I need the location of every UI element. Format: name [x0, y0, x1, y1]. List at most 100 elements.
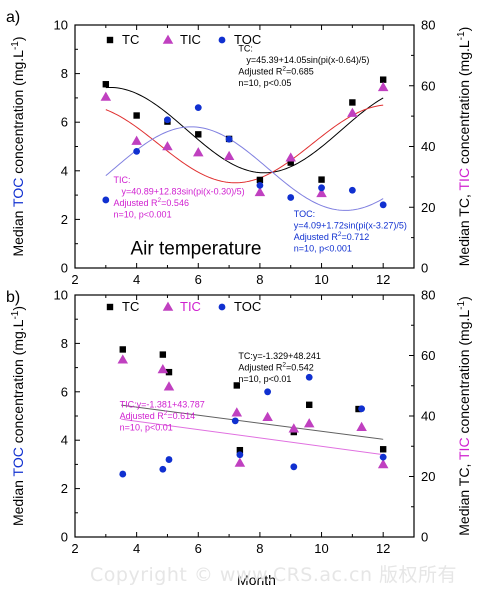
annotation-text: =0.712: [341, 232, 369, 242]
x-tick-label: 2: [71, 541, 78, 556]
y-left-label-part: TOC: [10, 178, 26, 207]
annotation-text: n=10, p<0.05: [238, 78, 291, 88]
data-point-tc: [165, 368, 173, 376]
annotation-text: TC:y=-1.329+48.241: [238, 351, 321, 361]
panel-b: 2 4 6 8 10 120246810020406080Monthb)TC:y=-1.3…: [6, 288, 435, 589]
legend-marker-toc: [218, 36, 226, 44]
regression-line-tic: [121, 418, 384, 456]
data-point-tic: [131, 135, 142, 145]
y-left-tick-label: 2: [61, 212, 68, 227]
legend-label-tc: TC: [122, 299, 139, 314]
data-point-tic: [254, 186, 266, 197]
x-tick-label: 2: [71, 272, 78, 287]
annotation-text: n=10, p<0.001: [294, 243, 352, 253]
data-point-toc: [290, 463, 298, 471]
y-left-tick-label: 6: [61, 384, 68, 399]
annotation-text: Adjusted R: [238, 67, 283, 77]
data-point-tc: [287, 159, 294, 166]
y-left-label-part: concentration (mg.L: [10, 319, 26, 447]
data-point-toc: [225, 135, 233, 143]
legend-label-tic: TIC: [180, 32, 201, 47]
y-right-label-part: -1: [456, 31, 467, 40]
y-right-tick-label: 80: [421, 18, 435, 33]
annotation-text: =0.546: [161, 198, 189, 208]
data-point-tc: [236, 446, 244, 454]
data-point-toc: [379, 201, 387, 209]
annotation-text: 2: [282, 362, 286, 369]
x-tick-label: 4: [133, 272, 140, 287]
y-left-label-part: TOC: [10, 447, 26, 476]
y-left-tick-label: 0: [61, 261, 68, 276]
data-point-toc: [159, 465, 167, 473]
data-point-tc: [318, 176, 325, 183]
y-left-label-part: Median: [10, 476, 26, 526]
data-point-tic: [117, 354, 129, 364]
x-tick-label: 10: [314, 541, 328, 556]
annotation-line: y=4.09+1.72sin(pi(x-3.27)/5): [294, 220, 407, 230]
data-point-tc: [379, 76, 387, 83]
y-right-tick-label: 0: [421, 261, 428, 276]
annotation-text: 2: [158, 197, 162, 204]
y-left-label-part: -1: [10, 310, 21, 319]
data-point-tc: [195, 131, 202, 138]
legend-label-tc: TC: [122, 32, 139, 47]
data-point-tic: [100, 91, 112, 101]
fit-annotation: TC:y=45.39+14.05sin(pi(x-0.64)/5) Adjuste…: [238, 44, 369, 89]
y-right-tick-label: 40: [421, 139, 435, 154]
data-point-tc: [349, 99, 356, 106]
legend-marker-tic: [162, 34, 174, 44]
series-tic: [100, 81, 389, 198]
series-toc: [119, 373, 387, 478]
y-right-label-part: concentration (mg.L: [456, 40, 472, 168]
data-point-tc: [133, 112, 140, 119]
data-point-toc: [236, 451, 244, 459]
x-tick-label: 12: [376, 272, 390, 287]
annotation-line: Adjusted R2=0.712: [294, 231, 369, 242]
annotation-line: TC:: [238, 44, 253, 54]
y-left-tick-label: 2: [61, 481, 68, 496]
y-right-tick-label: 0: [421, 530, 428, 545]
y-right-label-part: Median TC,: [456, 191, 472, 267]
y-left-tick-label: 8: [61, 66, 68, 81]
annotation-text: Adjusted R: [114, 198, 159, 208]
data-point-tic: [163, 381, 175, 391]
y-left-label-part: ): [10, 36, 26, 41]
data-point-tic: [231, 407, 243, 417]
annotation-line: Adjusted R2=0.546: [114, 197, 189, 208]
legend: TC TIC TOC: [106, 32, 261, 47]
y-right-label-part: ): [456, 27, 472, 32]
fit-curve-tc: [105, 86, 384, 174]
data-point-toc: [119, 470, 127, 478]
y-right-tick-label: 40: [421, 409, 435, 424]
data-point-toc: [231, 417, 239, 425]
data-point-toc: [318, 184, 325, 192]
y-left-label-part: Median: [10, 207, 26, 257]
y-left-label-part: -1: [10, 41, 21, 50]
y-left-tick-label: 10: [54, 18, 68, 33]
data-point-toc: [133, 147, 141, 155]
y-right-label-part: concentration (mg.L: [456, 310, 472, 438]
y-left-tick-label: 4: [61, 163, 68, 178]
series-tc: [102, 76, 387, 184]
y-right-label-part: -1: [456, 300, 467, 309]
panel-label: b): [6, 289, 20, 306]
y-right-tick-label: 20: [421, 200, 435, 215]
annotation-text: y=45.39+14.05sin(pi(x-0.64)/5): [246, 55, 369, 65]
panel-a: 2 4 6 8 10 120246810020406080a)TC:y=45.39+14.…: [6, 9, 435, 287]
y-left-tick-label: 0: [61, 530, 68, 545]
data-point-toc: [379, 453, 387, 461]
y-right-label-part: Median TC,: [456, 460, 472, 536]
y-right-tick-label: 60: [421, 78, 435, 93]
y-left-tick-label: 4: [61, 433, 68, 448]
data-point-toc: [256, 181, 264, 189]
annotation-text: 2: [338, 231, 342, 238]
fit-annotation: TIC:y=40.89+12.83sin(pi(x-0.30)/5)Adjust…: [114, 175, 245, 220]
annotation-text: n=10, p<0.001: [114, 209, 172, 219]
annotation-line: n=10, p<0.01: [238, 374, 291, 384]
inset-label-air-temperature: Air temperature: [130, 239, 261, 260]
annotation-line: n=10, p<0.001: [114, 209, 172, 219]
data-point-toc: [287, 194, 295, 201]
x-tick-label: 4: [133, 541, 140, 556]
data-point-toc: [102, 196, 110, 204]
annotation-line: n=10, p<0.05: [238, 78, 291, 88]
